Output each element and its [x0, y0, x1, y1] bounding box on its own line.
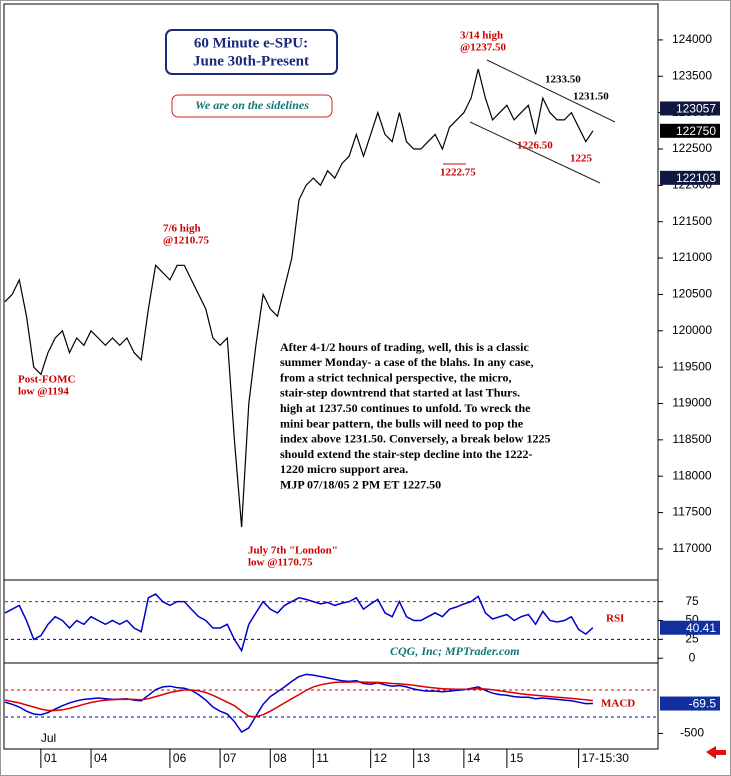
y-tick-label: 117500 — [672, 505, 711, 519]
y-tick-label: 120000 — [672, 323, 712, 337]
y-tick-label: 120500 — [672, 287, 712, 301]
annotation: 7/6 high — [163, 223, 201, 235]
price-tag-label: 122103 — [676, 171, 716, 185]
annotation: 1226.50 — [517, 140, 553, 152]
annotation: 3/14 high — [460, 30, 503, 42]
series-line — [4, 593, 594, 653]
annotation: low @1194 — [18, 386, 69, 398]
x-tick-label: 01 — [44, 751, 58, 765]
commentary: mini bear pattern, the bulls will need t… — [280, 416, 524, 430]
y-tick-label: -500 — [680, 726, 704, 740]
plot-frame — [3, 3, 659, 750]
y-tick-label: 121500 — [672, 214, 712, 228]
month-label: Jul — [41, 731, 56, 745]
annotation: 1231.50 — [573, 91, 609, 103]
commentary: high at 1237.50 continues to unfold. To … — [280, 401, 531, 415]
commentary: summer Monday- a case of the blahs. In a… — [280, 355, 533, 369]
annotation: low @1170.75 — [248, 557, 313, 569]
note: We are on the sidelines — [195, 98, 309, 112]
y-tick-label: 119000 — [672, 396, 711, 410]
x-tick-label: 12 — [374, 751, 388, 765]
plot-layer: 1170001175001180001185001190001195001200… — [4, 30, 720, 768]
price-tag-label: -69.5 — [689, 697, 717, 711]
y-tick-label: 122500 — [672, 141, 712, 155]
annotation: 1233.50 — [545, 74, 581, 86]
x-tick-label: 04 — [94, 751, 108, 765]
y-tick-label: 121000 — [672, 250, 712, 264]
series-line — [4, 680, 593, 718]
y-tick-label: 123500 — [672, 68, 712, 82]
annotation: 1222.75 — [440, 167, 476, 179]
commentary: stair-step downtrend that started at las… — [280, 386, 520, 400]
price-tag — [660, 170, 720, 185]
commentary: index above 1231.50. Conversely, a break… — [280, 432, 550, 446]
price-tag — [660, 123, 720, 138]
commentary: 1220 micro support area. — [280, 462, 408, 476]
credit: CQG, Inc; MPTrader.com — [390, 644, 520, 658]
x-tick-label: 07 — [223, 751, 237, 765]
y-tick-label: 118000 — [672, 468, 711, 482]
y-tick-label: 25 — [685, 632, 699, 646]
y-tick-label: 124000 — [672, 32, 712, 46]
panel-title: MACD — [601, 698, 635, 710]
chart-title: 60 Minute e-SPU: — [194, 35, 308, 51]
commentary: from a strict technical perspective, the… — [280, 370, 511, 384]
price-tag — [660, 620, 720, 635]
y-tick-label: 118500 — [672, 432, 711, 446]
price-tag-label: 122750 — [676, 124, 716, 138]
commentary: should extend the stair-step decline int… — [280, 447, 533, 461]
y-tick-label: 117000 — [672, 541, 711, 555]
arrow-icon — [706, 746, 726, 759]
commentary: After 4-1/2 hours of trading, well, this… — [280, 340, 529, 354]
series-line — [4, 68, 594, 528]
commentary: MJP 07/18/05 2 PM ET 1227.50 — [280, 477, 441, 491]
price-tag-label: 40.41 — [686, 621, 716, 635]
x-tick-label: 08 — [273, 751, 287, 765]
annotation: July 7th "London" — [248, 545, 338, 557]
note-box — [171, 94, 333, 118]
y-tick-label: 119500 — [672, 359, 711, 373]
chart-subtitle: June 30th-Present — [193, 53, 309, 69]
x-tick-label: 11 — [316, 751, 329, 765]
channel-line — [486, 59, 616, 123]
x-tick-label: 15 — [510, 751, 524, 765]
channel-line — [469, 121, 601, 184]
x-tick-label: 17-15:30 — [582, 751, 630, 765]
panel-title: RSI — [606, 613, 624, 625]
price-tag — [660, 101, 720, 116]
x-tick-label: 06 — [173, 751, 187, 765]
price-tag-label: 123057 — [676, 102, 716, 116]
y-tick-label: 75 — [685, 594, 699, 608]
x-tick-label: 14 — [467, 751, 481, 765]
price-tag — [660, 696, 720, 711]
annotation: @1237.50 — [460, 42, 506, 54]
series-line — [4, 673, 593, 733]
annotation: @1210.75 — [163, 235, 209, 247]
y-tick-label: 0 — [689, 650, 696, 664]
title-box — [165, 29, 338, 75]
annotation: 1225 — [570, 153, 593, 165]
annotation: Post-FOMC — [18, 374, 75, 386]
x-tick-label: 13 — [417, 751, 431, 765]
